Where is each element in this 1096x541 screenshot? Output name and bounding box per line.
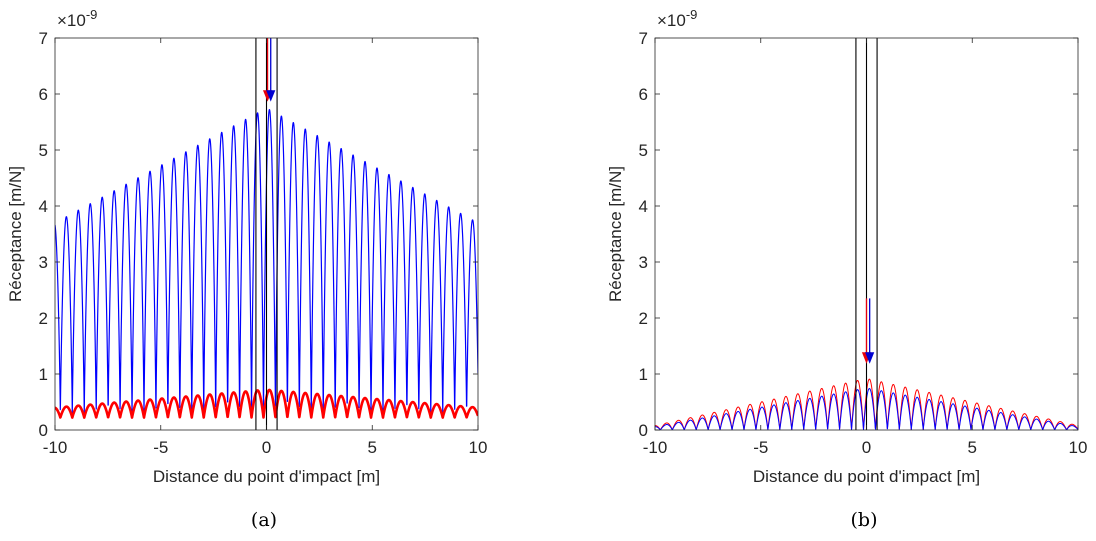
y-tick-label: 3 xyxy=(39,253,48,272)
y-tick-label: 4 xyxy=(39,197,48,216)
x-tick-label: -10 xyxy=(643,438,668,457)
x-tick-label: 5 xyxy=(368,438,377,457)
x-tick-label: 0 xyxy=(862,438,871,457)
chart-panel-b: -10 -5 0 5 10 0 1 2 3 4 5 6 7 ×10-9 Distance du point … xyxy=(606,7,1087,531)
y-tick-label: 7 xyxy=(639,29,648,48)
x-tick-label: -5 xyxy=(753,438,768,457)
panel-caption: (a) xyxy=(251,509,277,531)
y-axis-label: Réceptance [m/N] xyxy=(6,166,25,302)
exponent-power: -9 xyxy=(686,7,698,22)
plot-area xyxy=(55,38,478,430)
y-tick-label: 0 xyxy=(39,421,48,440)
plot-area xyxy=(655,38,1078,430)
chart-panel-a: -10 -5 0 5 10 0 1 2 3 4 5 6 7 ×10-9 Distance du point … xyxy=(6,7,487,531)
panel-caption: (b) xyxy=(851,509,878,531)
y-tick-label: 6 xyxy=(39,85,48,104)
x-tick-label: -10 xyxy=(43,438,68,457)
y-tick-label: 2 xyxy=(639,309,648,328)
x-axis-label: Distance du point d'impact [m] xyxy=(753,467,980,486)
y-tick-label: 0 xyxy=(639,421,648,440)
exponent-base: ×10 xyxy=(657,11,686,30)
exponent-power: -9 xyxy=(86,7,98,22)
exponent-label: ×10-9 xyxy=(657,7,697,30)
x-axis-label: Distance du point d'impact [m] xyxy=(153,467,380,486)
x-tick-label: 10 xyxy=(1069,438,1088,457)
y-tick-label: 5 xyxy=(639,141,648,160)
y-tick-label: 5 xyxy=(39,141,48,160)
arrow-1 xyxy=(865,298,875,364)
y-tick-label: 6 xyxy=(639,85,648,104)
y-axis-label: Réceptance [m/N] xyxy=(606,166,625,302)
arrow-head xyxy=(865,352,875,364)
y-tick-label: 1 xyxy=(639,365,648,384)
y-tick-label: 7 xyxy=(39,29,48,48)
y-tick-label: 1 xyxy=(39,365,48,384)
x-tick-label: 10 xyxy=(469,438,488,457)
y-tick-label: 2 xyxy=(39,309,48,328)
arrow-head xyxy=(266,90,276,102)
y-tick-label: 3 xyxy=(639,253,648,272)
x-tick-label: -5 xyxy=(153,438,168,457)
exponent-base: ×10 xyxy=(57,11,86,30)
y-tick-label: 4 xyxy=(639,197,648,216)
x-tick-label: 0 xyxy=(262,438,271,457)
x-tick-label: 5 xyxy=(968,438,977,457)
arrow-1 xyxy=(266,38,276,102)
exponent-label: ×10-9 xyxy=(57,7,97,30)
